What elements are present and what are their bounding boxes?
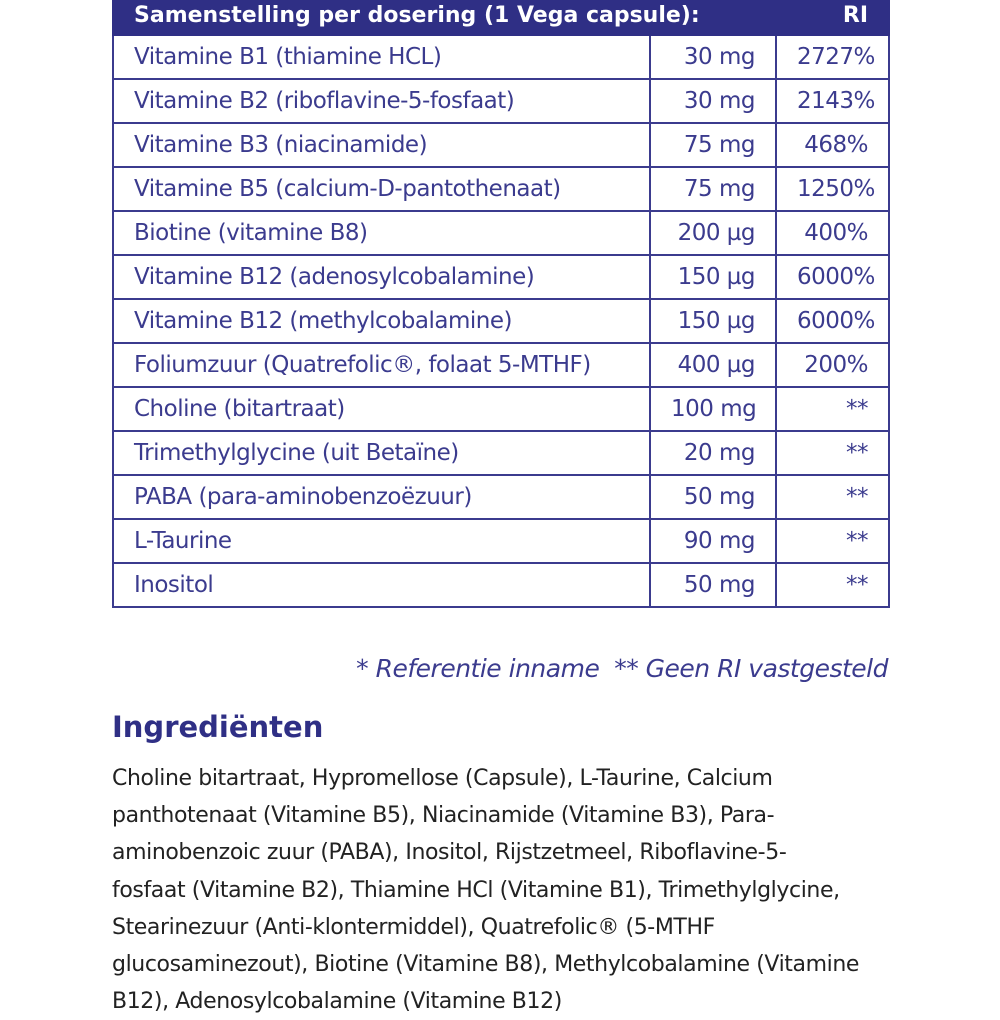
table-body: Vitamine B1 (thiamine HCL) 30 mg 2727% Vita… xyxy=(112,34,891,608)
cell-ri: ** xyxy=(775,474,891,520)
nutrition-table: Samenstelling per dosering (1 Vega capsu… xyxy=(111,0,891,608)
table-row: PABA (para-aminobenzoëzuur) 50 mg ** xyxy=(112,474,891,520)
cell-amt: 200 µg xyxy=(648,210,778,256)
cell-amt: 150 µg xyxy=(648,298,778,344)
table-row: Vitamine B1 (thiamine HCL) 30 mg 2727% xyxy=(112,34,891,80)
table-row: Foliumzuur (Quatrefolic®, folaat 5-MTHF)… xyxy=(112,342,891,388)
cell-name: Trimethylglycine (uit Betaïne) xyxy=(112,430,651,476)
header-cell: RI xyxy=(775,0,891,36)
table-row: Biotine (vitamine B8) 200 µg 400% xyxy=(112,210,891,256)
table-row: Vitamine B12 (methylcobalamine) 150 µg 600… xyxy=(112,298,891,344)
cell-amt: 100 mg xyxy=(648,386,778,432)
text-line: panthotenaat (Vitamine B5), Niacinamide … xyxy=(112,803,775,829)
text-line: Choline bitartraat, Hypromellose (Capsul… xyxy=(112,766,773,791)
cell-amt: 90 mg xyxy=(648,518,778,564)
ingredients-text: Choline bitartraat, Hypromellose (Capsul… xyxy=(112,760,859,1020)
footnote: * Referentie inname ** Geen RI vastgeste… xyxy=(356,654,888,683)
cell-ri: 400% xyxy=(775,210,891,256)
cell-ri: 1250% xyxy=(775,166,891,212)
text-line: fosfaat (Vitamine B2), Thiamine HCl (Vit… xyxy=(112,877,840,903)
header-cell: Samenstelling per dosering (1 Vega capsu… xyxy=(111,0,778,36)
cell-ri: 468% xyxy=(775,122,891,168)
cell-name: Vitamine B12 (methylcobalamine) xyxy=(112,298,651,344)
cell-amt: 400 µg xyxy=(648,342,778,388)
cell-ri: ** xyxy=(775,386,891,432)
cell-name: PABA (para-aminobenzoëzuur) xyxy=(112,474,651,520)
cell-amt: 30 mg xyxy=(648,78,778,124)
cell-name: Choline (bitartraat) xyxy=(112,386,651,432)
cell-name: Vitamine B5 (calcium-D-pantothenaat) xyxy=(112,166,651,212)
header-row: Samenstelling per dosering (1 Vega capsu… xyxy=(111,0,891,36)
cell-name: L-Taurine xyxy=(112,518,651,564)
cell-name: Vitamine B12 (adenosylcobalamine) xyxy=(112,254,651,300)
cell-name: Vitamine B1 (thiamine HCL) xyxy=(112,34,651,80)
table-row: Vitamine B12 (adenosylcobalamine) 150 µg 6… xyxy=(112,254,891,300)
table-row: Vitamine B2 (riboflavine-5-fosfaat) 30 mg… xyxy=(112,78,891,124)
cell-name: Vitamine B2 (riboflavine-5-fosfaat) xyxy=(112,78,651,124)
cell-ri: 2143% xyxy=(775,78,891,124)
table-row: Inositol 50 mg ** xyxy=(112,562,891,608)
cell-name: Biotine (vitamine B8) xyxy=(112,210,651,256)
table-row: Vitamine B5 (calcium-D-pantothenaat) 75 m… xyxy=(112,166,891,212)
cell-name: Inositol xyxy=(112,562,651,608)
table-row: Choline (bitartraat) 100 mg ** xyxy=(112,386,891,432)
cell-amt: 50 mg xyxy=(648,562,778,608)
cell-ri: 2727% xyxy=(775,34,891,80)
text-line: Stearinezuur (Anti-klontermiddel), Quatr… xyxy=(112,914,715,940)
text-line: aminobenzoic zuur (PABA), Inositol, Rijs… xyxy=(112,840,787,866)
cell-ri: 200% xyxy=(775,342,891,388)
section-title: Ingrediënten xyxy=(112,710,324,744)
cell-ri: 6000% xyxy=(775,254,891,300)
cell-amt: 50 mg xyxy=(648,474,778,520)
text-line: glucosaminezout), Biotine (Vitamine B8),… xyxy=(112,951,860,977)
cell-amt: 30 mg xyxy=(648,34,778,80)
cell-name: Vitamine B3 (niacinamide) xyxy=(112,122,651,168)
text-line: B12), Adenosylcobalamine (Vitamine B12) xyxy=(112,989,562,1015)
cell-name: Foliumzuur (Quatrefolic®, folaat 5-MTHF) xyxy=(112,342,651,388)
cell-amt: 75 mg xyxy=(648,166,778,212)
cell-amt: 150 µg xyxy=(648,254,778,300)
cell-ri: ** xyxy=(775,430,891,476)
table-row: Vitamine B3 (niacinamide) 75 mg 468% xyxy=(112,122,891,168)
cell-ri: 6000% xyxy=(775,298,891,344)
cell-ri: ** xyxy=(775,518,891,564)
table-row: Trimethylglycine (uit Betaïne) 20 mg ** xyxy=(112,430,891,476)
cell-amt: 75 mg xyxy=(648,122,778,168)
cell-amt: 20 mg xyxy=(648,430,778,476)
cell-ri: ** xyxy=(775,562,891,608)
table-row: L-Taurine 90 mg ** xyxy=(112,518,891,564)
